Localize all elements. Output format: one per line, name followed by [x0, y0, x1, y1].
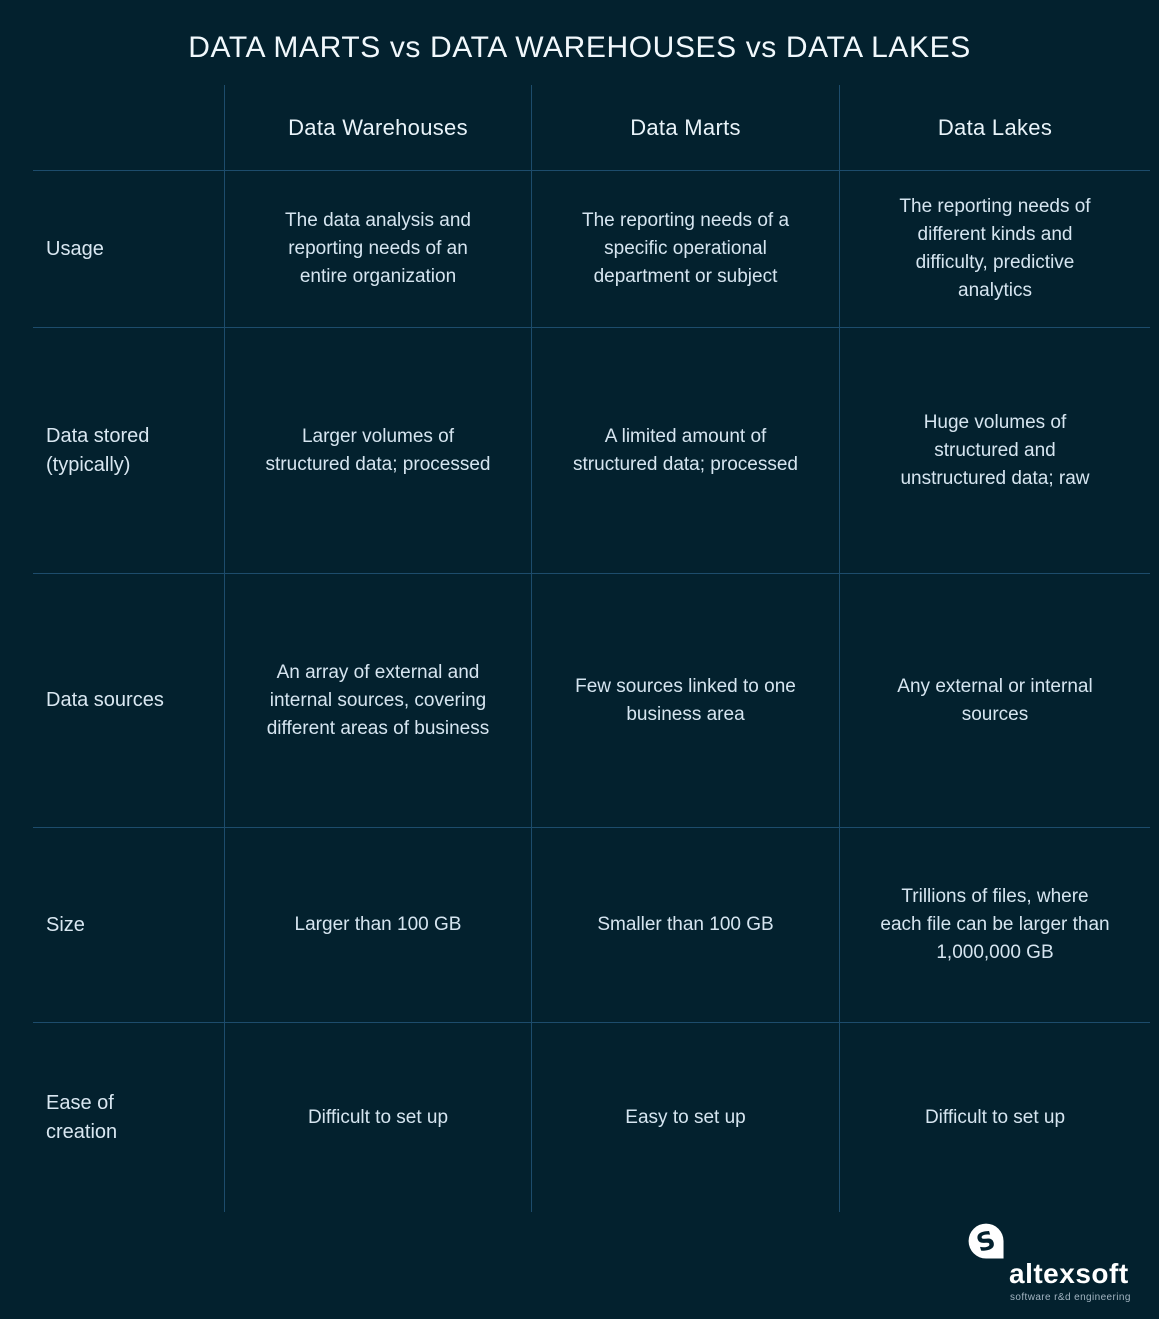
logo-tagline: software r&d engineering	[1010, 1292, 1131, 1303]
table-cell-usage-marts: The reporting needs of a specific operat…	[532, 170, 840, 327]
table-cell-usage-lakes: The reporting needs of different kinds a…	[840, 170, 1150, 327]
row-label-size: Size	[33, 827, 225, 1022]
altexsoft-logo: S altexsoft software r&d engineering	[965, 1220, 1135, 1310]
column-header-data-lakes: Data Lakes	[937, 114, 1053, 140]
table-cell-size-lakes: Trillions of files, where each file can …	[840, 827, 1150, 1022]
column-header-data-warehouses: Data Warehouses	[225, 85, 532, 170]
table-cell-sources-lakes: Any external or internal sources	[840, 573, 1150, 827]
table-cell-size-marts: Smaller than 100 GB	[532, 827, 840, 1022]
table-cell-ease-lakes: Difficult to set up	[840, 1022, 1150, 1212]
comparison-table: Data Warehouses Data Marts Data Lakes Us…	[33, 85, 1150, 1212]
table-cell-stored-warehouses: Larger volumes of structured data; proce…	[225, 327, 532, 573]
table-cell-ease-marts: Easy to set up	[532, 1022, 840, 1212]
row-label-data-sources: Data sources	[33, 573, 225, 827]
row-label-ease-of-creation: Ease of creation	[33, 1022, 225, 1212]
table-cell-usage-warehouses: The data analysis and reporting needs of…	[225, 170, 532, 327]
row-label-data-stored: Data stored (typically)	[33, 327, 225, 573]
row-label-usage: Usage	[33, 170, 225, 327]
table-cell-sources-warehouses: An array of external and internal source…	[225, 573, 532, 827]
column-header-data-marts: Data Marts	[532, 85, 840, 170]
table-cell-ease-warehouses: Difficult to set up	[225, 1022, 532, 1212]
page-title: DATA MARTS vs DATA WAREHOUSES vs DATA LA…	[188, 31, 971, 64]
table-cell-sources-marts: Few sources linked to one business area	[532, 573, 840, 827]
table-corner-cell	[33, 85, 225, 170]
table-cell-size-warehouses: Larger than 100 GB	[225, 827, 532, 1022]
altexsoft-speech-bubble-icon: S	[968, 1223, 1004, 1259]
table-cell-stored-lakes: Huge volumes of structured and unstructu…	[840, 327, 1150, 573]
table-cell-stored-marts: A limited amount of structured data; pro…	[532, 327, 840, 573]
logo-wordmark: altexsoft	[1009, 1258, 1129, 1289]
